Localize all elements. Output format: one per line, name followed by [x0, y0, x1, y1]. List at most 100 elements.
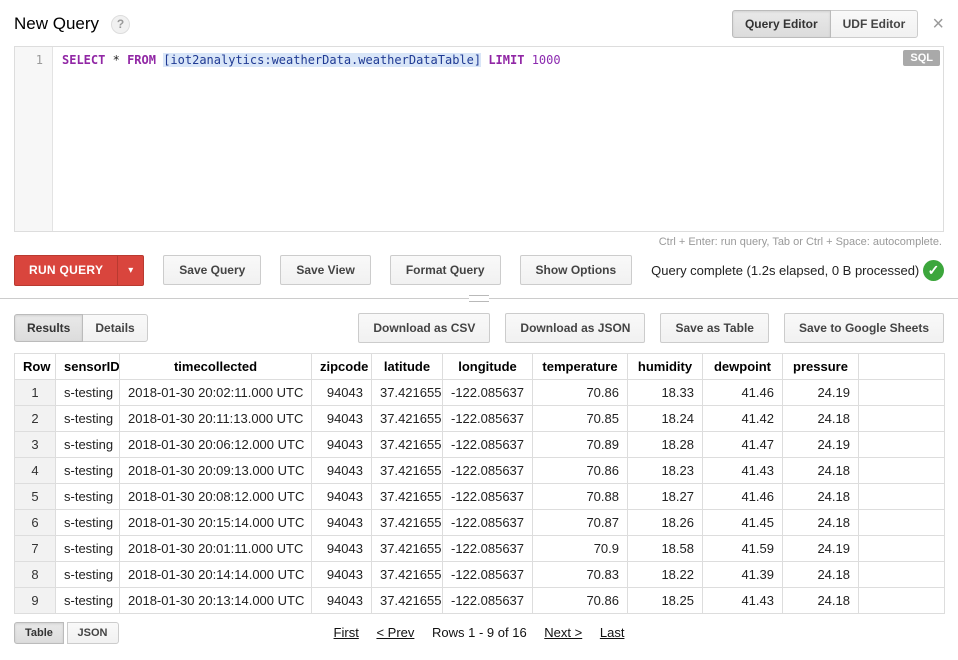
table-cell: 37.421655	[371, 379, 443, 406]
sql-number: 1000	[531, 53, 561, 67]
results-actions: Download as CSV Download as JSON Save as…	[343, 313, 944, 343]
table-cell: 37.421655	[371, 483, 443, 510]
table-cell	[858, 561, 945, 588]
show-options-button[interactable]: Show Options	[519, 255, 633, 285]
table-cell: 18.22	[627, 561, 703, 588]
help-icon[interactable]: ?	[111, 14, 131, 34]
table-cell	[858, 431, 945, 458]
download-json-button[interactable]: Download as JSON	[505, 313, 646, 343]
tab-results[interactable]: Results	[14, 314, 84, 342]
table-row: 2 s-testing 2018-01-30 20:11:13.000 UTC 940…	[14, 405, 945, 432]
table-header-row: Row sensorID timecollected zipcode latitude l…	[14, 353, 945, 380]
column-header-humidity: humidity	[627, 353, 703, 380]
pane-splitter[interactable]	[0, 295, 958, 302]
sql-keyword: LIMIT	[488, 53, 525, 67]
editor-mode-switch: Query Editor UDF Editor ×	[731, 10, 944, 38]
page-title: New Query	[14, 14, 100, 33]
save-to-sheets-button[interactable]: Save to Google Sheets	[783, 313, 944, 343]
table-cell: 24.19	[782, 431, 859, 458]
table-cell: 94043	[311, 535, 372, 562]
pagination-last-link[interactable]: Last	[599, 625, 625, 640]
table-cell: 18.58	[627, 535, 703, 562]
table-cell: 37.421655	[371, 457, 443, 484]
table-cell: 3	[14, 431, 56, 458]
view-toggle: Table JSON	[14, 622, 119, 644]
sql-code[interactable]: SELECT * FROM [iot2analytics:weatherData…	[53, 47, 561, 231]
tab-details[interactable]: Details	[82, 314, 148, 342]
table-cell: 18.33	[627, 379, 703, 406]
download-csv-button[interactable]: Download as CSV	[358, 313, 491, 343]
chevron-down-icon[interactable]: ▾	[117, 255, 143, 285]
table-cell: 94043	[311, 457, 372, 484]
table-cell: 2018-01-30 20:09:13.000 UTC	[119, 457, 312, 484]
table-cell: 37.421655	[371, 405, 443, 432]
table-cell: 37.421655	[371, 509, 443, 536]
table-cell: 5	[14, 483, 56, 510]
table-cell: 2018-01-30 20:08:12.000 UTC	[119, 483, 312, 510]
table-cell	[858, 509, 945, 536]
table-cell: 18.27	[627, 483, 703, 510]
sql-keyword: SELECT	[62, 53, 106, 67]
table-cell: s-testing	[55, 483, 120, 510]
table-cell: 94043	[311, 587, 372, 614]
close-icon[interactable]: ×	[932, 13, 944, 35]
table-row: 4 s-testing 2018-01-30 20:09:13.000 UTC 940…	[14, 457, 945, 484]
table-cell: 6	[14, 509, 56, 536]
pagination-info: Rows 1 - 9 of 16	[432, 625, 527, 640]
table-cell: s-testing	[55, 561, 120, 588]
table-cell: 94043	[311, 561, 372, 588]
table-cell: 94043	[311, 431, 372, 458]
table-cell: 24.19	[782, 535, 859, 562]
table-cell: s-testing	[55, 509, 120, 536]
table-cell: 41.42	[702, 405, 783, 432]
table-cell: 41.45	[702, 509, 783, 536]
table-cell: 41.43	[702, 587, 783, 614]
sql-editor[interactable]: 1 SELECT * FROM [iot2analytics:weatherDa…	[14, 46, 944, 232]
tab-udf-editor[interactable]: UDF Editor	[829, 10, 919, 38]
table-cell: 18.25	[627, 587, 703, 614]
view-json-button[interactable]: JSON	[66, 622, 119, 644]
table-cell: 94043	[311, 483, 372, 510]
column-header-pressure: pressure	[782, 353, 859, 380]
table-cell: 41.46	[702, 379, 783, 406]
table-cell	[858, 587, 945, 614]
table-footer: Table JSON First < Prev Rows 1 - 9 of 16…	[14, 622, 944, 648]
table-cell: -122.085637	[442, 431, 533, 458]
save-as-table-button[interactable]: Save as Table	[660, 313, 769, 343]
table-cell: 41.46	[702, 483, 783, 510]
shortcut-hint: Ctrl + Enter: run query, Tab or Ctrl + S…	[658, 236, 942, 248]
sql-badge: SQL	[903, 50, 940, 66]
pagination: First < Prev Rows 1 - 9 of 16 Next > Las…	[14, 625, 944, 640]
save-query-button[interactable]: Save Query	[163, 255, 262, 285]
table-cell: -122.085637	[442, 483, 533, 510]
run-query-label: RUN QUERY	[29, 262, 104, 277]
table-cell	[858, 535, 945, 562]
success-check-icon: ✓	[923, 259, 944, 281]
tab-query-editor[interactable]: Query Editor	[731, 10, 831, 38]
table-cell: 70.86	[532, 587, 628, 614]
table-cell	[858, 379, 945, 406]
table-cell: s-testing	[55, 535, 120, 562]
save-view-button[interactable]: Save View	[280, 255, 371, 285]
table-cell: 41.47	[702, 431, 783, 458]
table-cell: 70.9	[532, 535, 628, 562]
pagination-first-link[interactable]: First	[333, 625, 359, 640]
editor-gutter: 1	[15, 47, 53, 231]
column-header-dewpoint: dewpoint	[702, 353, 783, 380]
pagination-prev-link[interactable]: < Prev	[376, 625, 415, 640]
format-query-button[interactable]: Format Query	[389, 255, 501, 285]
drag-handle-icon[interactable]	[469, 295, 489, 302]
table-cell: -122.085637	[442, 457, 533, 484]
table-cell: 24.18	[782, 405, 859, 432]
table-cell: 70.86	[532, 457, 628, 484]
table-cell: 94043	[311, 405, 372, 432]
table-cell: 37.421655	[371, 535, 443, 562]
table-cell: 7	[14, 535, 56, 562]
table-cell: 41.43	[702, 457, 783, 484]
table-cell: 18.23	[627, 457, 703, 484]
table-cell	[858, 483, 945, 510]
table-cell: -122.085637	[442, 535, 533, 562]
pagination-next-link[interactable]: Next >	[544, 625, 583, 640]
run-query-button[interactable]: RUN QUERY ▾	[14, 254, 145, 286]
column-header-latitude: latitude	[371, 353, 443, 380]
